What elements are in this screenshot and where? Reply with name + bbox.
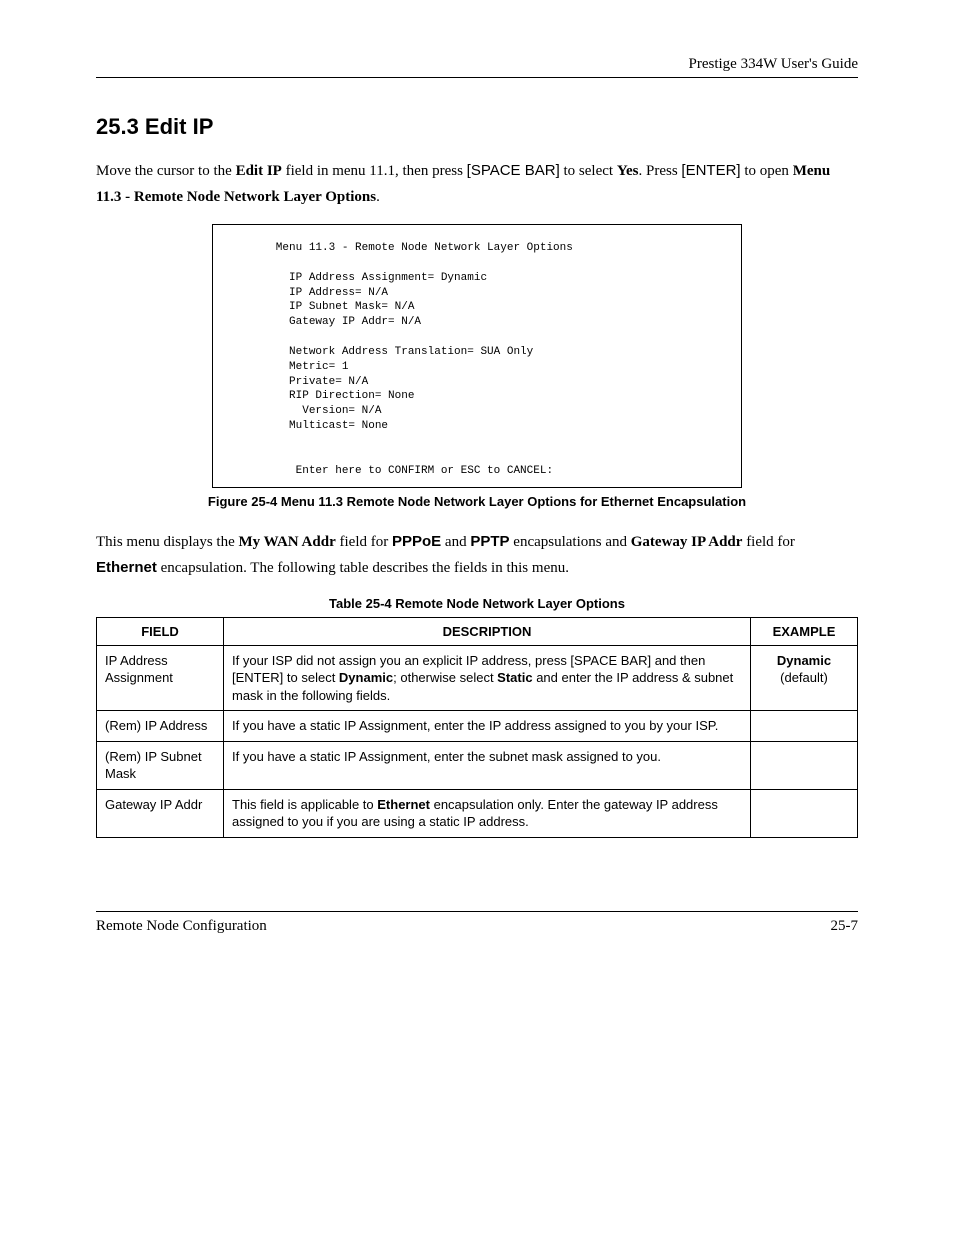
sans-text: PPTP — [470, 533, 509, 550]
intro-paragraph: Move the cursor to the Edit IP field in … — [96, 158, 858, 210]
desc-paragraph: This menu displays the My WAN Addr field… — [96, 529, 858, 582]
terminal-screen: Menu 11.3 - Remote Node Network Layer Op… — [212, 224, 742, 488]
cell-field: IP Address Assignment — [97, 645, 224, 711]
text: field for — [742, 534, 794, 550]
cell-description: If your ISP did not assign you an explic… — [224, 645, 751, 711]
cell-description: This field is applicable to Ethernet enc… — [224, 789, 751, 837]
text: . Press — [639, 163, 682, 179]
key-text: [SPACE BAR] — [467, 162, 560, 179]
bold-text: Yes — [617, 163, 639, 179]
sans-text: Ethernet — [96, 559, 157, 576]
header-doc-title: Prestige 334W User's Guide — [96, 56, 858, 73]
text: ; otherwise select — [393, 670, 497, 685]
text: to select — [560, 163, 617, 179]
cell-field: (Rem) IP Address — [97, 711, 224, 742]
bold-text: Dynamic — [339, 670, 393, 685]
text: field for — [336, 534, 392, 550]
terminal-line: Network Address Translation= SUA Only — [223, 346, 533, 358]
terminal-line: IP Address= N/A — [223, 287, 388, 299]
terminal-line: Version= N/A — [223, 405, 381, 417]
terminal-line: Private= N/A — [223, 376, 368, 388]
bold-text: Ethernet — [377, 797, 430, 812]
key-text: [ENTER] — [681, 162, 740, 179]
cell-example — [751, 789, 858, 837]
terminal-line: RIP Direction= None — [223, 390, 414, 402]
col-header-example: EXAMPLE — [751, 617, 858, 645]
footer-left: Remote Node Configuration — [96, 918, 267, 935]
col-header-field: FIELD — [97, 617, 224, 645]
text: This menu displays the — [96, 534, 239, 550]
table-row: Gateway IP Addr This field is applicable… — [97, 789, 858, 837]
text: (default) — [780, 670, 828, 685]
terminal-line: Enter here to CONFIRM or ESC to CANCEL: — [223, 465, 553, 477]
page: Prestige 334W User's Guide 25.3 Edit IP … — [0, 0, 954, 1235]
bold-text: My WAN Addr — [239, 534, 336, 550]
terminal-line: IP Address Assignment= Dynamic — [223, 272, 487, 284]
text: . — [376, 189, 380, 205]
footer-right: 25-7 — [831, 918, 859, 935]
table-row: (Rem) IP Subnet Mask If you have a stati… — [97, 741, 858, 789]
cell-example — [751, 741, 858, 789]
table-row: IP Address Assignment If your ISP did no… — [97, 645, 858, 711]
bold-text: Gateway IP Addr — [631, 534, 743, 550]
page-footer: Remote Node Configuration 25-7 — [96, 911, 858, 935]
text: field in menu 11.1, then press — [282, 163, 467, 179]
cell-description: If you have a static IP Assignment, ente… — [224, 711, 751, 742]
section-heading: 25.3 Edit IP — [96, 114, 858, 140]
text: encapsulation. The following table descr… — [157, 560, 569, 576]
footer-rule — [96, 911, 858, 912]
options-table: FIELD DESCRIPTION EXAMPLE IP Address Ass… — [96, 617, 858, 838]
table-row: (Rem) IP Address If you have a static IP… — [97, 711, 858, 742]
text: to open — [741, 163, 793, 179]
text: and — [441, 534, 470, 550]
cell-example: Dynamic (default) — [751, 645, 858, 711]
header-rule — [96, 77, 858, 78]
text: encapsulations and — [510, 534, 631, 550]
terminal-line: Metric= 1 — [223, 361, 348, 373]
bold-text: Dynamic — [777, 653, 831, 668]
cell-field: (Rem) IP Subnet Mask — [97, 741, 224, 789]
terminal-line: IP Subnet Mask= N/A — [223, 301, 414, 313]
table-header-row: FIELD DESCRIPTION EXAMPLE — [97, 617, 858, 645]
text: Move the cursor to the — [96, 163, 236, 179]
col-header-description: DESCRIPTION — [224, 617, 751, 645]
text: This field is applicable to — [232, 797, 377, 812]
terminal-line: Multicast= None — [223, 420, 388, 432]
cell-example — [751, 711, 858, 742]
bold-text: Edit IP — [236, 163, 282, 179]
terminal-line: Menu 11.3 - Remote Node Network Layer Op… — [223, 242, 573, 254]
bold-text: Static — [497, 670, 532, 685]
sans-text: PPPoE — [392, 533, 441, 550]
figure-caption: Figure 25-4 Menu 11.3 Remote Node Networ… — [96, 494, 858, 509]
cell-field: Gateway IP Addr — [97, 789, 224, 837]
cell-description: If you have a static IP Assignment, ente… — [224, 741, 751, 789]
terminal-line: Gateway IP Addr= N/A — [223, 316, 421, 328]
table-caption: Table 25-4 Remote Node Network Layer Opt… — [96, 596, 858, 611]
